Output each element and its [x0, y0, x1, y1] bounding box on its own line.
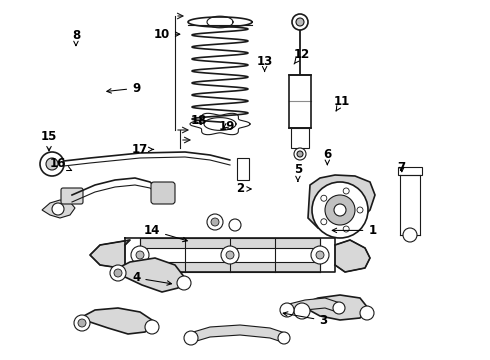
Circle shape: [110, 265, 126, 281]
Polygon shape: [42, 200, 75, 218]
Circle shape: [40, 152, 64, 176]
Circle shape: [321, 195, 327, 201]
Circle shape: [74, 315, 90, 331]
Polygon shape: [90, 240, 140, 268]
Circle shape: [357, 207, 363, 213]
Bar: [289, 75, 311, 128]
Circle shape: [136, 251, 144, 259]
Text: 6: 6: [323, 148, 331, 165]
Circle shape: [280, 303, 294, 317]
Circle shape: [229, 219, 241, 231]
Text: 14: 14: [144, 224, 187, 242]
Bar: [291, 128, 309, 148]
Polygon shape: [118, 258, 185, 292]
Text: 12: 12: [293, 48, 310, 64]
Circle shape: [221, 246, 239, 264]
Circle shape: [226, 251, 234, 259]
Circle shape: [131, 246, 149, 264]
Circle shape: [334, 204, 346, 216]
Text: 16: 16: [49, 157, 72, 171]
Bar: [237, 158, 249, 180]
Text: 13: 13: [256, 55, 273, 71]
FancyBboxPatch shape: [61, 188, 83, 204]
Circle shape: [177, 276, 191, 290]
Text: 8: 8: [72, 29, 80, 46]
Polygon shape: [140, 238, 320, 248]
Text: 5: 5: [294, 163, 302, 181]
Circle shape: [325, 195, 355, 225]
Text: 2: 2: [236, 183, 251, 195]
Text: 17: 17: [131, 143, 153, 156]
Bar: [398, 167, 422, 175]
Polygon shape: [308, 175, 375, 232]
Text: 7: 7: [398, 161, 406, 174]
Circle shape: [311, 246, 329, 264]
Text: 1: 1: [332, 224, 376, 237]
Circle shape: [46, 158, 58, 170]
Polygon shape: [80, 308, 155, 334]
Circle shape: [52, 203, 64, 215]
Text: 4: 4: [132, 271, 172, 285]
Polygon shape: [335, 240, 370, 272]
Circle shape: [207, 214, 223, 230]
Circle shape: [294, 148, 306, 160]
Circle shape: [294, 303, 310, 319]
FancyBboxPatch shape: [151, 182, 175, 204]
Polygon shape: [285, 298, 340, 315]
Text: 15: 15: [41, 130, 57, 151]
Text: 19: 19: [218, 120, 235, 132]
Circle shape: [114, 269, 122, 277]
Circle shape: [184, 331, 198, 345]
Circle shape: [343, 188, 349, 194]
Circle shape: [78, 319, 86, 327]
Circle shape: [296, 18, 304, 26]
Circle shape: [312, 182, 368, 238]
Circle shape: [360, 306, 374, 320]
Circle shape: [145, 320, 159, 334]
Circle shape: [403, 228, 417, 242]
Circle shape: [211, 218, 219, 226]
Circle shape: [297, 151, 303, 157]
Circle shape: [321, 219, 327, 225]
Text: 18: 18: [190, 114, 207, 127]
Circle shape: [292, 14, 308, 30]
Circle shape: [316, 251, 324, 259]
Text: 3: 3: [283, 312, 327, 327]
Polygon shape: [300, 295, 368, 320]
Polygon shape: [190, 325, 285, 343]
Circle shape: [333, 302, 345, 314]
Text: 11: 11: [334, 95, 350, 111]
Polygon shape: [140, 262, 320, 272]
Circle shape: [278, 332, 290, 344]
Circle shape: [343, 226, 349, 232]
Text: 9: 9: [107, 82, 140, 95]
Text: 10: 10: [153, 28, 180, 41]
